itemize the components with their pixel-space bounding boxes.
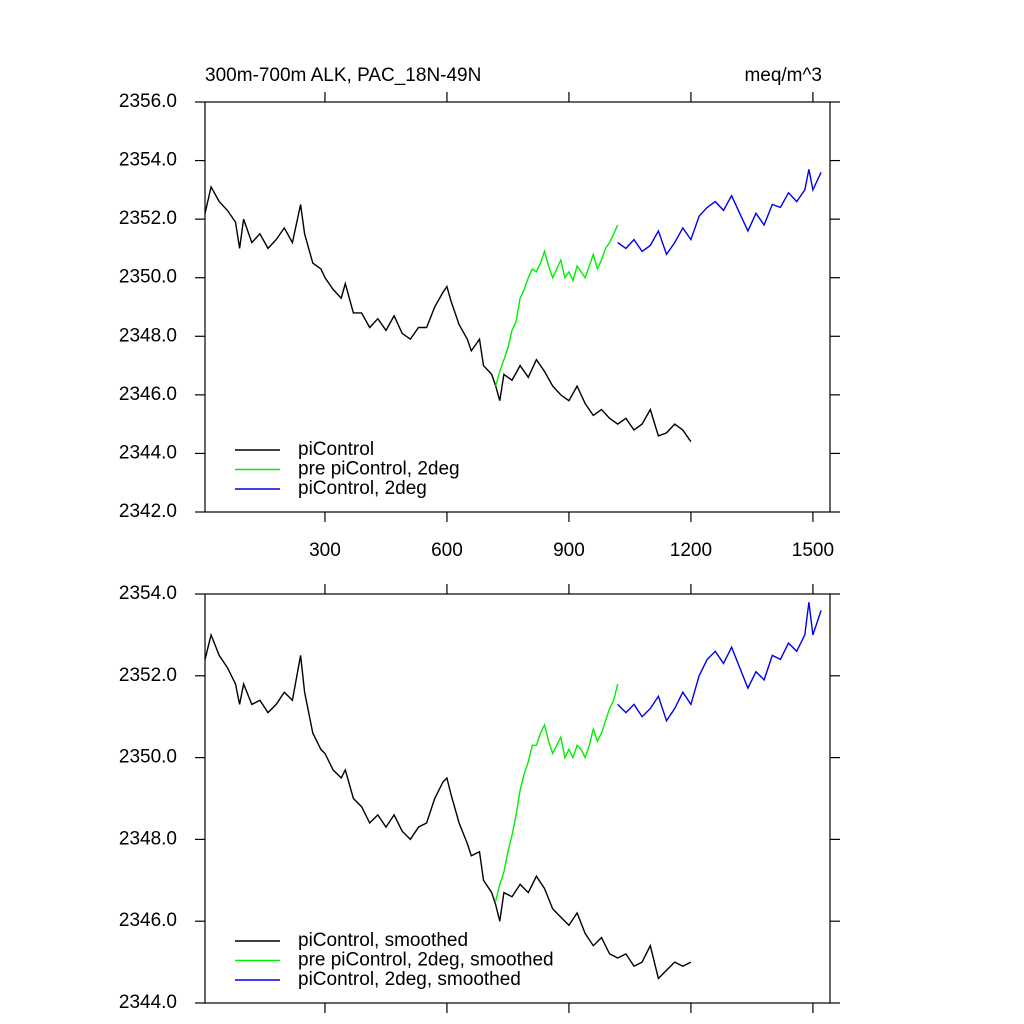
- series-line: [617, 602, 822, 723]
- chart-title: 300m-700m ALK, PAC_18N-49N: [205, 65, 481, 86]
- x-tick-label: 900: [553, 540, 585, 561]
- y-tick-label: 2352.0: [119, 208, 177, 229]
- y-tick-label: 2344.0: [119, 442, 177, 463]
- x-tick-label: 300: [309, 540, 341, 561]
- x-tick-label: 1500: [792, 540, 834, 561]
- units-label: meq/m^3: [744, 65, 822, 86]
- y-tick-label: 2354.0: [119, 150, 177, 171]
- x-tick-label: 600: [431, 540, 463, 561]
- legend-label: piControl, 2deg, smoothed: [298, 969, 521, 990]
- plot-frame: [204, 101, 831, 513]
- y-tick-label: 2352.0: [119, 665, 177, 686]
- legend-label: pre piControl, 2deg: [298, 459, 460, 480]
- series-line: [495, 224, 619, 387]
- y-tick-label: 2344.0: [119, 992, 177, 1013]
- y-tick-label: 2350.0: [119, 747, 177, 768]
- y-tick-label: 2348.0: [119, 325, 177, 346]
- legend-label: piControl, smoothed: [298, 930, 468, 951]
- y-tick-label: 2346.0: [119, 384, 177, 405]
- series-line: [204, 632, 692, 980]
- x-tick-label: 1200: [670, 540, 712, 561]
- y-tick-label: 2348.0: [119, 828, 177, 849]
- y-tick-label: 2346.0: [119, 910, 177, 931]
- y-tick-label: 2356.0: [119, 91, 177, 112]
- legend-label: pre piControl, 2deg, smoothed: [298, 950, 554, 971]
- y-tick-label: 2354.0: [119, 583, 177, 604]
- series-line: [495, 683, 619, 901]
- legend-label: piControl, 2deg: [298, 478, 427, 499]
- y-tick-label: 2342.0: [119, 501, 177, 522]
- series-line: [204, 184, 692, 443]
- series-line: [617, 169, 822, 256]
- legend-label: piControl: [298, 439, 374, 460]
- y-tick-label: 2350.0: [119, 267, 177, 288]
- plot-frame: [204, 593, 831, 1004]
